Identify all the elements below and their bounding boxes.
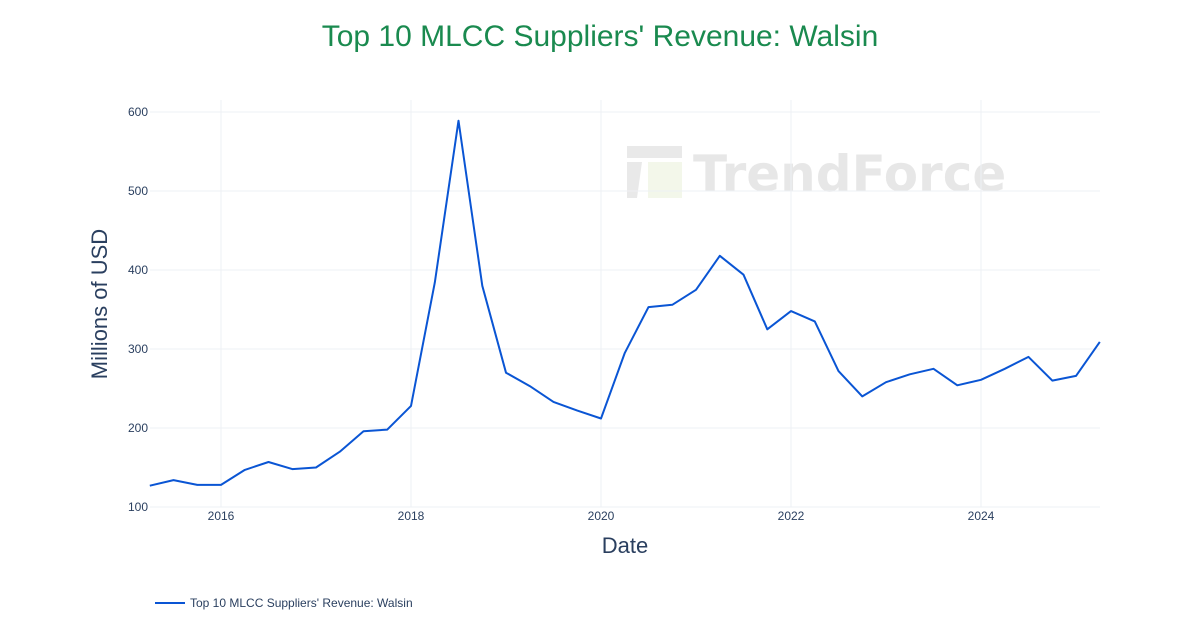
y-tick-label: 500 — [128, 184, 148, 198]
y-tick-label: 400 — [128, 263, 148, 277]
y-tick-label: 300 — [128, 342, 148, 356]
x-tick-label: 2016 — [208, 509, 235, 523]
gridlines — [150, 100, 1100, 508]
x-tick-label: 2024 — [968, 509, 995, 523]
x-tick-label: 2020 — [588, 509, 615, 523]
x-axis: 2016 2018 2020 2022 2024 — [208, 509, 995, 523]
y-axis-title: Millions of USD — [87, 229, 112, 379]
trendforce-watermark: TrendForce — [627, 145, 1006, 203]
svg-text:TrendForce: TrendForce — [693, 145, 1006, 203]
legend-line-icon — [155, 602, 185, 604]
x-tick-label: 2018 — [398, 509, 425, 523]
x-axis-title: Date — [602, 533, 648, 558]
y-axis: 100 200 300 400 500 600 — [128, 105, 148, 514]
legend-label: Top 10 MLCC Suppliers' Revenue: Walsin — [190, 596, 413, 610]
chart-title: Top 10 MLCC Suppliers' Revenue: Walsin — [321, 20, 879, 53]
y-tick-label: 600 — [128, 105, 148, 119]
x-tick-label: 2022 — [778, 509, 805, 523]
series-line[interactable] — [149, 119, 1101, 487]
y-tick-label: 200 — [128, 421, 148, 435]
legend-item[interactable]: Top 10 MLCC Suppliers' Revenue: Walsin — [155, 596, 413, 610]
y-tick-label: 100 — [128, 500, 148, 514]
